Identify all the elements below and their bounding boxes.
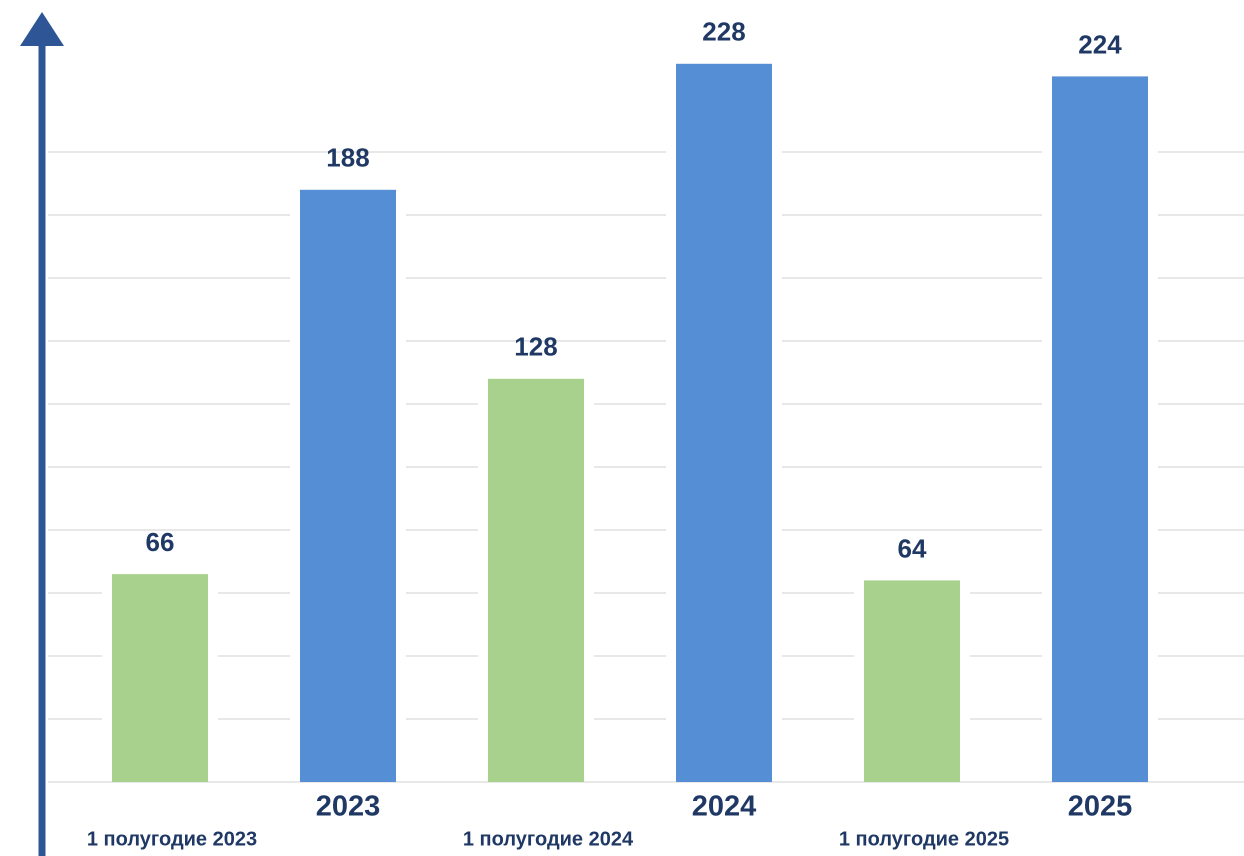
x-tick-label: 2023 <box>316 791 381 823</box>
x-tick-label: 1 полугодие 2025 <box>839 828 1009 850</box>
chart: 66 1 полугодие 2023 188 2023 128 1 полугодие … <box>0 0 1244 856</box>
bar <box>864 580 960 782</box>
bar <box>488 379 584 782</box>
page: 66 1 полугодие 2023 188 2023 128 1 полугодие … <box>0 0 1244 856</box>
bar <box>676 64 772 782</box>
x-tick-label: 1 полугодие 2023 <box>87 828 257 850</box>
value-label: 188 <box>326 143 369 173</box>
value-label: 64 <box>898 533 927 563</box>
value-label: 128 <box>514 332 557 362</box>
x-tick-label: 2025 <box>1068 791 1133 823</box>
x-tick-label: 2024 <box>692 791 757 823</box>
value-label: 224 <box>1078 29 1122 59</box>
bar <box>112 574 208 782</box>
bar <box>1052 76 1148 782</box>
value-label: 66 <box>146 527 175 557</box>
x-tick-label: 1 полугодие 2024 <box>463 828 634 850</box>
value-label: 228 <box>702 17 745 47</box>
bar <box>300 190 396 782</box>
